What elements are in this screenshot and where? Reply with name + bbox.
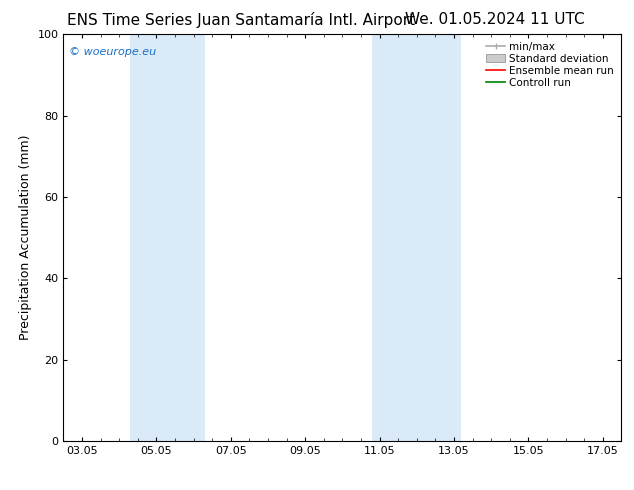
Y-axis label: Precipitation Accumulation (mm): Precipitation Accumulation (mm) xyxy=(19,135,32,341)
Text: We. 01.05.2024 11 UTC: We. 01.05.2024 11 UTC xyxy=(404,12,585,27)
Text: © woeurope.eu: © woeurope.eu xyxy=(69,47,156,56)
Text: ENS Time Series Juan Santamaría Intl. Airport: ENS Time Series Juan Santamaría Intl. Ai… xyxy=(67,12,415,28)
Bar xyxy=(372,34,462,441)
Legend: min/max, Standard deviation, Ensemble mean run, Controll run: min/max, Standard deviation, Ensemble me… xyxy=(484,40,616,90)
Bar xyxy=(131,34,205,441)
